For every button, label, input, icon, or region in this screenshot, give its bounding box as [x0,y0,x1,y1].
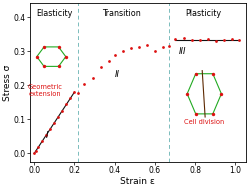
Point [211,72,215,75]
Text: Transition: Transition [102,9,141,18]
Point [222,38,226,41]
Point [206,38,210,41]
Point [34,149,38,152]
Point [194,72,198,75]
Text: Elasticity: Elasticity [36,9,72,18]
Point [99,65,103,68]
Point [40,140,44,143]
Point [238,39,242,42]
Point [137,46,141,49]
Point [91,76,95,79]
Point [52,121,56,124]
Point [161,46,165,49]
Point [219,92,223,95]
Text: III: III [178,47,186,56]
Point [36,146,40,149]
Point [48,127,52,130]
Point [42,45,46,48]
Point [190,38,194,41]
Point [57,65,61,68]
Point [72,91,76,94]
Point [64,55,68,58]
Point [129,47,133,50]
Point [76,91,80,94]
Point [64,103,68,106]
Point [214,39,218,42]
Point [82,82,86,85]
Point [32,152,36,155]
Text: Geometric
extension: Geometric extension [27,84,62,97]
Point [60,109,64,112]
Point [167,45,171,48]
Point [185,92,189,95]
Point [198,39,202,42]
Point [113,54,117,57]
Point [107,59,111,62]
Point [182,37,186,40]
Point [173,38,177,41]
Point [194,112,198,115]
Point [42,65,46,68]
Point [56,115,60,118]
Point [35,55,39,58]
Point [145,43,149,46]
Point [57,45,61,48]
Point [44,134,48,137]
Point [153,50,157,53]
Text: I: I [46,131,49,140]
Point [211,112,215,115]
Point [68,97,72,100]
Point [121,50,125,53]
X-axis label: Strain ε: Strain ε [121,177,155,186]
Y-axis label: Stress σ: Stress σ [3,64,12,101]
Text: II: II [115,70,120,79]
Text: Plasticity: Plasticity [185,9,221,18]
Point [231,38,235,41]
Text: Cell division: Cell division [184,119,224,125]
